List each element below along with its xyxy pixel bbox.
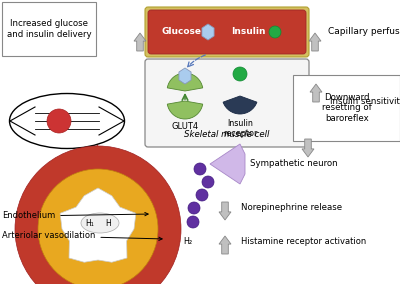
FancyBboxPatch shape bbox=[145, 59, 309, 147]
Text: GLUT4: GLUT4 bbox=[172, 122, 198, 131]
Circle shape bbox=[15, 146, 181, 284]
Polygon shape bbox=[219, 236, 231, 254]
Circle shape bbox=[202, 176, 214, 188]
Circle shape bbox=[188, 202, 200, 214]
Text: H: H bbox=[105, 218, 111, 227]
Text: Insulin sensitivity: Insulin sensitivity bbox=[330, 97, 400, 106]
Wedge shape bbox=[167, 73, 203, 91]
Text: Skeletal muscle cell: Skeletal muscle cell bbox=[184, 130, 270, 139]
Text: Capillary perfusion: Capillary perfusion bbox=[328, 28, 400, 37]
Circle shape bbox=[233, 67, 247, 81]
Text: Insulin: Insulin bbox=[231, 28, 265, 37]
Text: Histamine receptor activation: Histamine receptor activation bbox=[241, 237, 366, 247]
Text: Insulin
receptor: Insulin receptor bbox=[223, 119, 257, 138]
Ellipse shape bbox=[10, 93, 124, 149]
Text: Sympathetic neuron: Sympathetic neuron bbox=[250, 160, 338, 168]
Polygon shape bbox=[309, 33, 321, 51]
Polygon shape bbox=[210, 144, 245, 184]
Wedge shape bbox=[167, 101, 203, 119]
Text: H₁: H₁ bbox=[86, 218, 94, 227]
Circle shape bbox=[194, 163, 206, 175]
FancyBboxPatch shape bbox=[148, 10, 306, 54]
Circle shape bbox=[47, 109, 71, 133]
Ellipse shape bbox=[81, 213, 119, 233]
Circle shape bbox=[269, 26, 281, 38]
Polygon shape bbox=[310, 84, 322, 102]
Polygon shape bbox=[302, 139, 314, 157]
Circle shape bbox=[196, 189, 208, 201]
Text: H₂: H₂ bbox=[184, 237, 192, 247]
Polygon shape bbox=[219, 202, 231, 220]
Circle shape bbox=[38, 169, 158, 284]
Text: Glucose: Glucose bbox=[162, 28, 202, 37]
Text: Downward
resetting of
baroreflex: Downward resetting of baroreflex bbox=[322, 93, 372, 123]
Polygon shape bbox=[179, 68, 191, 84]
Text: Increased glucose
and insulin delivery: Increased glucose and insulin delivery bbox=[7, 19, 91, 39]
Text: Endothelium: Endothelium bbox=[2, 212, 148, 220]
FancyBboxPatch shape bbox=[293, 75, 400, 141]
Polygon shape bbox=[60, 188, 136, 262]
Text: Arteriolar vasodilation: Arteriolar vasodilation bbox=[2, 231, 162, 241]
FancyBboxPatch shape bbox=[2, 2, 96, 56]
Polygon shape bbox=[134, 33, 146, 51]
Text: Norepinephrine release: Norepinephrine release bbox=[241, 204, 342, 212]
Wedge shape bbox=[223, 96, 257, 114]
Polygon shape bbox=[202, 24, 214, 40]
Circle shape bbox=[187, 216, 199, 228]
FancyBboxPatch shape bbox=[145, 7, 309, 57]
